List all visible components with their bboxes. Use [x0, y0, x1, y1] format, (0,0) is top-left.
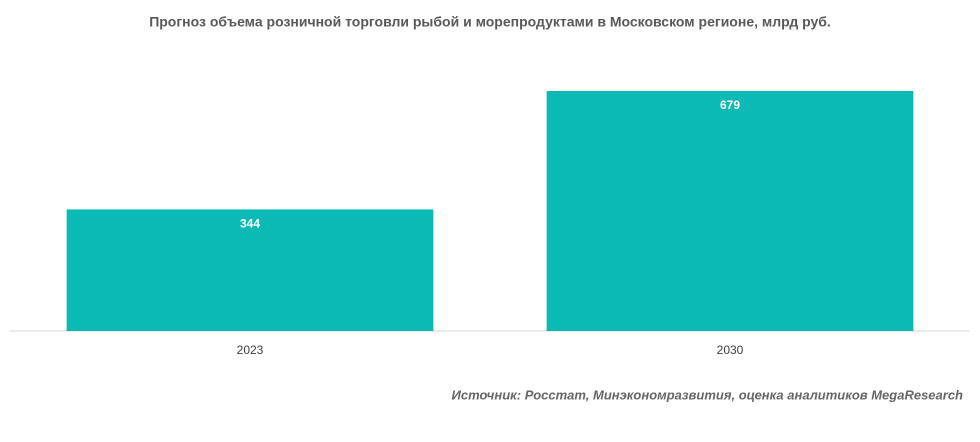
value-label: 679	[720, 98, 740, 112]
bar	[66, 209, 434, 331]
value-label: 344	[240, 217, 260, 231]
x-tick-label: 2023	[237, 343, 264, 357]
source-note: Источник: Росстат, Минэкономразвития, оц…	[452, 387, 964, 402]
bar	[546, 91, 914, 331]
chart-title: Прогноз объема розничной торговли рыбой …	[149, 14, 831, 30]
x-tick-label: 2030	[717, 343, 744, 357]
